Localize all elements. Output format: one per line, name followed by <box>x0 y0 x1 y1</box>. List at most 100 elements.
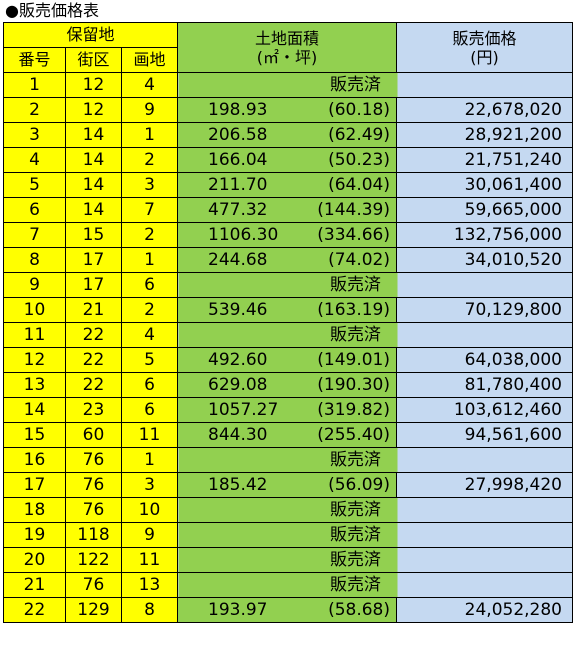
cell-lot: 4 <box>121 72 178 98</box>
header-block: 街区 <box>65 47 122 73</box>
cell-number: 19 <box>3 522 66 548</box>
table-row: 12 22 5 492.60 (149.01) 64,038,000 <box>3 347 573 373</box>
header-land-area: 土地面積 (㎡・坪) <box>177 22 397 73</box>
cell-block: 22 <box>65 347 122 373</box>
cell-lot: 6 <box>121 372 178 398</box>
cell-block: 76 <box>65 572 122 598</box>
cell-price: 22,678,020 <box>396 97 573 123</box>
sold-label: 販売済 <box>330 525 381 545</box>
cell-land-area: 844.30 (255.40) <box>177 422 397 448</box>
table-row: 8 17 1 244.68 (74.02) 34,010,520 <box>3 247 573 273</box>
area-tsubo: (64.04) <box>328 175 390 195</box>
cell-block: 22 <box>65 322 122 348</box>
cell-block: 15 <box>65 222 122 248</box>
cell-sold-status: 販売済 <box>177 572 573 598</box>
area-sqm: 844.30 <box>208 425 268 445</box>
cell-sold-status: 販売済 <box>177 322 573 348</box>
area-tsubo: (163.19) <box>317 300 390 320</box>
cell-land-area: 1106.30 (334.66) <box>177 222 397 248</box>
header-sale-price-line1: 販売価格 <box>452 28 517 48</box>
cell-block: 22 <box>65 372 122 398</box>
area-sqm: 206.58 <box>208 125 268 145</box>
cell-price: 94,561,600 <box>396 422 573 448</box>
cell-price: 70,129,800 <box>396 297 573 323</box>
table-row: 10 21 2 539.46 (163.19) 70,129,800 <box>3 297 573 323</box>
cell-lot: 13 <box>121 572 178 598</box>
area-sqm: 539.46 <box>208 300 268 320</box>
table-row: 9 17 6 販売済 <box>3 272 573 298</box>
cell-land-area: 629.08 (190.30) <box>177 372 397 398</box>
area-sqm: 198.93 <box>208 100 268 120</box>
sold-label: 販売済 <box>330 275 381 295</box>
table-row: 15 60 11 844.30 (255.40) 94,561,600 <box>3 422 573 448</box>
cell-block: 76 <box>65 497 122 523</box>
cell-price: 30,061,400 <box>396 172 573 198</box>
cell-number: 1 <box>3 72 66 98</box>
cell-block: 17 <box>65 272 122 298</box>
sold-label: 販売済 <box>330 75 381 95</box>
cell-sold-status: 販売済 <box>177 447 573 473</box>
area-tsubo: (319.82) <box>317 400 390 420</box>
area-sqm: 211.70 <box>208 175 268 195</box>
price-table: 保留地 土地面積 (㎡・坪) 販売価格 (円) 番号 街区 画地 1 12 4 販売済… <box>3 22 573 623</box>
header-reserved-land: 保留地 <box>3 22 178 48</box>
cell-block: 14 <box>65 172 122 198</box>
cell-lot: 11 <box>121 547 178 573</box>
cell-number: 7 <box>3 222 66 248</box>
cell-number: 4 <box>3 147 66 173</box>
area-sqm: 193.97 <box>208 600 268 620</box>
header-lot: 画地 <box>121 47 178 73</box>
cell-lot: 1 <box>121 447 178 473</box>
cell-sold-status: 販売済 <box>177 72 573 98</box>
cell-lot: 1 <box>121 247 178 273</box>
cell-block: 17 <box>65 247 122 273</box>
cell-land-area: 211.70 (64.04) <box>177 172 397 198</box>
cell-block: 14 <box>65 147 122 173</box>
table-row: 22 129 8 193.97 (58.68) 24,052,280 <box>3 597 573 623</box>
table-row: 1 12 4 販売済 <box>3 72 573 98</box>
cell-number: 22 <box>3 597 66 623</box>
table-body: 1 12 4 販売済 2 12 9 198.93 (60.18) 22,678,020 3 14 1 20… <box>3 72 573 623</box>
area-tsubo: (144.39) <box>317 200 390 220</box>
area-sqm: 629.08 <box>208 375 268 395</box>
header-land-area-line1: 土地面積 <box>254 28 319 48</box>
cell-lot: 2 <box>121 297 178 323</box>
cell-sold-status: 販売済 <box>177 522 573 548</box>
area-tsubo: (56.09) <box>328 475 390 495</box>
area-tsubo: (149.01) <box>317 350 390 370</box>
table-row: 4 14 2 166.04 (50.23) 21,751,240 <box>3 147 573 173</box>
cell-land-area: 206.58 (62.49) <box>177 122 397 148</box>
cell-number: 18 <box>3 497 66 523</box>
cell-lot: 2 <box>121 147 178 173</box>
cell-number: 13 <box>3 372 66 398</box>
table-row: 19 118 9 販売済 <box>3 522 573 548</box>
cell-land-area: 477.32 (144.39) <box>177 197 397 223</box>
table-row: 20 122 11 販売済 <box>3 547 573 573</box>
cell-lot: 9 <box>121 522 178 548</box>
sold-label: 販売済 <box>330 450 381 470</box>
cell-lot: 9 <box>121 97 178 123</box>
cell-land-area: 166.04 (50.23) <box>177 147 397 173</box>
cell-number: 6 <box>3 197 66 223</box>
table-row: 5 14 3 211.70 (64.04) 30,061,400 <box>3 172 573 198</box>
area-tsubo: (50.23) <box>328 150 390 170</box>
cell-block: 14 <box>65 197 122 223</box>
area-sqm: 166.04 <box>208 150 268 170</box>
area-tsubo: (74.02) <box>328 250 390 270</box>
area-sqm: 185.42 <box>208 475 268 495</box>
cell-block: 76 <box>65 447 122 473</box>
table-row: 21 76 13 販売済 <box>3 572 573 598</box>
header-number: 番号 <box>3 47 66 73</box>
area-sqm: 1057.27 <box>208 400 279 420</box>
sold-label: 販売済 <box>330 500 381 520</box>
area-tsubo: (190.30) <box>317 375 390 395</box>
table-row: 17 76 3 185.42 (56.09) 27,998,420 <box>3 472 573 498</box>
cell-block: 21 <box>65 297 122 323</box>
cell-number: 10 <box>3 297 66 323</box>
cell-lot: 7 <box>121 197 178 223</box>
cell-block: 23 <box>65 397 122 423</box>
cell-block: 122 <box>65 547 122 573</box>
header-sale-price: 販売価格 (円) <box>396 22 573 73</box>
sold-label: 販売済 <box>330 550 381 570</box>
cell-block: 76 <box>65 472 122 498</box>
